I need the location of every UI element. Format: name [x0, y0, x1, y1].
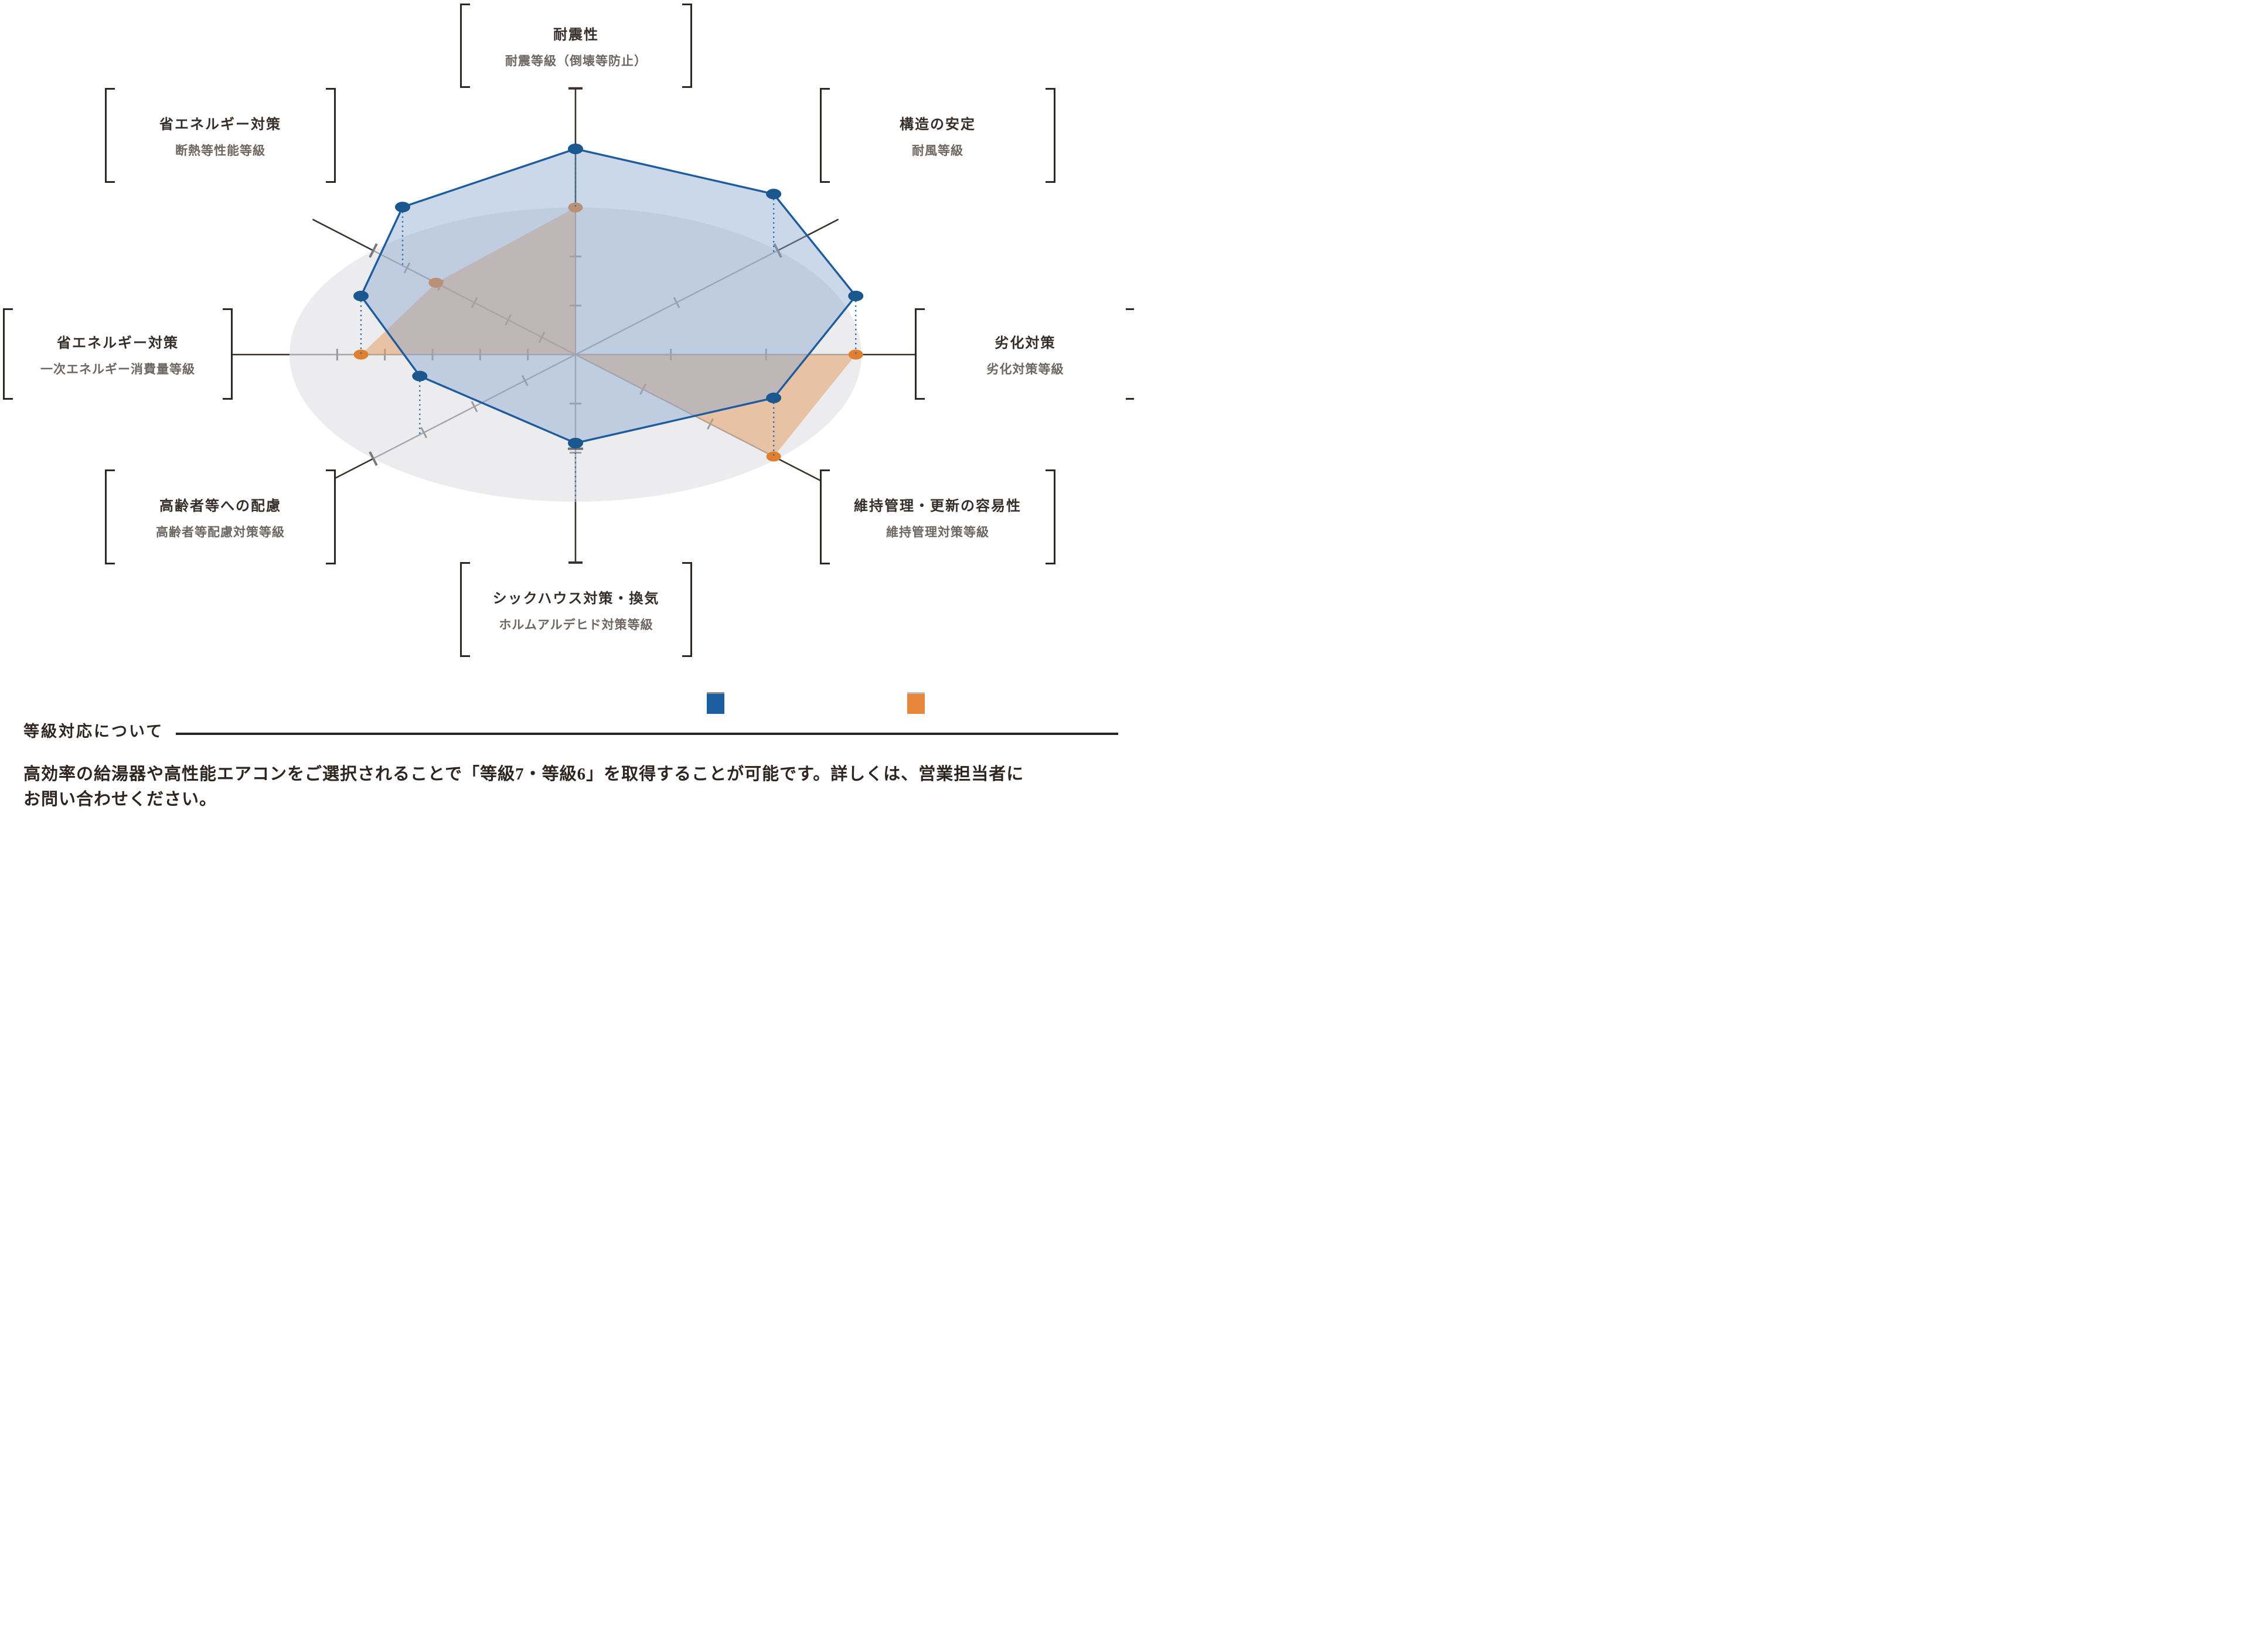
bracket-icon [820, 88, 830, 183]
axis-title: 構造の安定 [900, 117, 976, 132]
legend-swatch-blue [707, 692, 724, 714]
note-body-line2: お問い合わせください。 [23, 790, 217, 809]
axis-title: シックハウス対策・換気 [492, 591, 660, 607]
bracket-icon [326, 469, 336, 564]
bracket-icon [223, 308, 233, 400]
axis-subtitle: 劣化対策等級 [986, 362, 1064, 376]
axis-subtitle: 断熱等性能等級 [175, 143, 265, 158]
bracket-icon [105, 469, 115, 564]
radar-chart-page: 耐震性 耐震等級（倒壊等防止） 構造の安定 耐風等級 劣化対策 劣化対策等級 維… [0, 0, 1134, 814]
axis-subtitle: ホルムアルデヒド対策等級 [499, 617, 653, 632]
axis-label-insulation: 省エネルギー対策 断熱等性能等級 [105, 88, 336, 183]
axis-title: 省エネルギー対策 [57, 335, 179, 351]
bracket-icon [326, 88, 336, 183]
axis-title: 劣化対策 [995, 335, 1056, 351]
axis-label-structure-wind: 構造の安定 耐風等級 [820, 88, 1055, 183]
axis-subtitle: 一次エネルギー消費量等級 [40, 362, 195, 376]
bracket-icon [915, 308, 925, 400]
bracket-icon [1046, 469, 1055, 564]
bracket-icon [682, 562, 692, 657]
bracket-icon [1126, 308, 1134, 400]
axis-title: 高齢者等への配慮 [159, 498, 281, 514]
bracket-icon [460, 4, 470, 88]
radar-chart [224, 87, 922, 564]
note-body: 高効率の給湯器や高性能エアコンをご選択されることで「等級7・等級6」を取得するこ… [23, 762, 1125, 812]
note-heading: 等級対応について [23, 723, 164, 740]
axis-subtitle: 耐震等級（倒壊等防止） [505, 53, 647, 68]
bracket-icon [105, 88, 115, 183]
axis-label-seismic: 耐震性 耐震等級（倒壊等防止） [460, 4, 692, 88]
axis-subtitle: 高齢者等配慮対策等級 [156, 525, 285, 539]
divider-line [176, 733, 1118, 735]
axis-title: 維持管理・更新の容易性 [854, 498, 1021, 514]
bracket-icon [3, 308, 13, 400]
axis-label-energy-primary: 省エネルギー対策 一次エネルギー消費量等級 [3, 308, 233, 400]
axis-label-deterioration: 劣化対策 劣化対策等級 [915, 308, 1134, 400]
legend-swatch-orange [907, 692, 925, 714]
axis-label-elderly: 高齢者等への配慮 高齢者等配慮対策等級 [105, 469, 336, 564]
axis-title: 省エネルギー対策 [159, 117, 281, 132]
axis-subtitle: 維持管理対策等級 [886, 525, 989, 539]
axis-label-maintenance: 維持管理・更新の容易性 維持管理対策等級 [820, 469, 1055, 564]
note-body-line1: 高効率の給湯器や高性能エアコンをご選択されることで「等級7・等級6」を取得するこ… [23, 765, 1024, 784]
bracket-icon [1046, 88, 1055, 183]
bracket-icon [682, 4, 692, 88]
axis-title: 耐震性 [553, 27, 599, 43]
axis-label-sick-house: シックハウス対策・換気 ホルムアルデヒド対策等級 [460, 562, 692, 657]
axis-subtitle: 耐風等級 [912, 143, 963, 158]
bracket-icon [460, 562, 470, 657]
bracket-icon [820, 469, 830, 564]
